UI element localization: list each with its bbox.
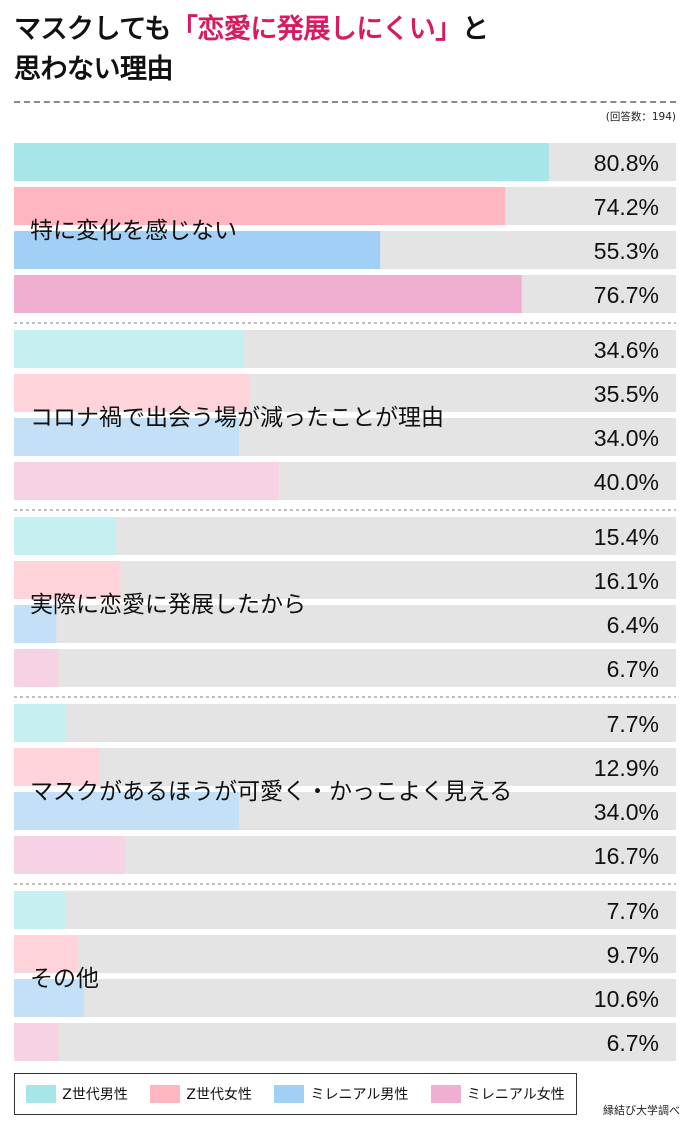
bar-z-male	[14, 517, 116, 555]
bar-millennial-female	[14, 649, 59, 687]
legend: Z世代男性 Z世代女性 ミレニアル男性 ミレニアル女性	[14, 1073, 577, 1115]
bar-track	[14, 704, 676, 742]
bar-track	[14, 605, 676, 643]
bar-millennial-male	[14, 605, 57, 643]
category-group: 34.6% 35.5% 34.0% 40.0% コロナ禍で出会う場が減ったことが理由	[14, 330, 676, 511]
value-label: 74.2%	[594, 194, 659, 220]
bar-z-male	[14, 143, 549, 181]
legend-item-millennial-female: ミレニアル女性	[430, 1084, 565, 1104]
value-label: 6.7%	[607, 1030, 659, 1056]
value-label: 6.4%	[607, 612, 659, 638]
chart-title: マスクしても「恋愛に発展しにくい」と 思わない理由	[14, 10, 634, 90]
category-group: 7.7% 9.7% 10.6% 6.7% その他	[14, 891, 676, 1061]
bar-millennial-female	[14, 275, 522, 313]
value-label: 10.6%	[594, 986, 659, 1012]
value-label: 16.7%	[594, 843, 659, 869]
bar-track	[14, 1023, 676, 1061]
category-label: 実際に恋愛に発展したから	[30, 592, 306, 618]
bar-millennial-female	[14, 836, 125, 874]
bar-millennial-female	[14, 462, 279, 500]
bar-millennial-female	[14, 1023, 59, 1061]
legend-swatch-z-male	[26, 1085, 57, 1103]
category-label: 特に変化を感じない	[30, 218, 237, 244]
bar-z-male	[14, 891, 65, 929]
bar-z-male	[14, 704, 65, 742]
category-group: 80.8% 74.2% 55.3% 76.7% 特に変化を感じない	[14, 143, 676, 324]
category-label: その他	[30, 966, 99, 992]
title-line2: 思わない理由	[14, 54, 174, 85]
value-label: 6.7%	[607, 656, 659, 682]
legend-swatch-z-female	[150, 1085, 181, 1103]
value-label: 35.5%	[594, 381, 659, 407]
legend-swatch-millennial-female	[430, 1085, 461, 1103]
title-part1: マスクしても	[14, 14, 171, 45]
bar-z-female	[14, 561, 121, 599]
value-label: 34.6%	[594, 337, 659, 363]
legend-swatch-millennial-male	[274, 1085, 305, 1103]
category-label: マスクがあるほうが可愛く・かっこよく見える	[30, 779, 512, 805]
legend-label-z-male: Z世代男性	[62, 1087, 128, 1103]
response-count: (回答数：194)	[605, 111, 676, 123]
bar-z-female	[14, 935, 79, 973]
value-label: 15.4%	[594, 524, 659, 550]
bar-track	[14, 748, 676, 786]
value-label: 9.7%	[607, 942, 659, 968]
category-group: 15.4% 16.1% 6.4% 6.7% 実際に恋愛に発展したから	[14, 517, 676, 698]
legend-item-millennial-male: ミレニアル男性	[274, 1084, 408, 1104]
title-part2: と	[461, 14, 489, 45]
category-group: 7.7% 12.9% 34.0% 16.7% マスクがあるほうが可愛く・かっこよく見える	[14, 704, 676, 885]
legend-label-millennial-male: ミレニアル男性	[310, 1087, 409, 1103]
bar-track	[14, 979, 676, 1017]
bar-track	[14, 935, 676, 973]
source-note: 縁結び大学調べ	[603, 1104, 680, 1117]
bar-z-male	[14, 330, 244, 368]
legend-label-millennial-female: ミレニアル女性	[466, 1087, 565, 1103]
bar-track	[14, 561, 676, 599]
legend-item-z-male: Z世代男性	[26, 1084, 128, 1104]
value-label: 7.7%	[607, 898, 659, 924]
value-label: 7.7%	[607, 711, 659, 737]
bar-track	[14, 891, 676, 929]
legend-label-z-female: Z世代女性	[186, 1087, 252, 1103]
bar-z-female	[14, 187, 506, 225]
value-label: 76.7%	[594, 282, 659, 308]
value-label: 16.1%	[594, 568, 659, 594]
bar-track	[14, 649, 676, 687]
bar-millennial-male	[14, 792, 240, 830]
category-label: コロナ禍で出会う場が減ったことが理由	[30, 405, 444, 431]
title-accent: 「恋愛に発展しにくい」	[170, 14, 462, 45]
value-label: 55.3%	[594, 238, 659, 264]
bar-millennial-male	[14, 979, 85, 1017]
value-label: 12.9%	[594, 755, 659, 781]
value-label: 34.0%	[594, 799, 659, 825]
bar-millennial-male	[14, 418, 240, 456]
bar-z-female	[14, 748, 100, 786]
bar-millennial-male	[14, 231, 381, 269]
title-divider	[14, 101, 676, 103]
value-label: 40.0%	[594, 469, 659, 495]
bar-z-female	[14, 374, 250, 412]
bar-track	[14, 517, 676, 555]
legend-item-z-female: Z世代女性	[150, 1084, 252, 1104]
value-label: 34.0%	[594, 425, 659, 451]
value-label: 80.8%	[594, 150, 659, 176]
